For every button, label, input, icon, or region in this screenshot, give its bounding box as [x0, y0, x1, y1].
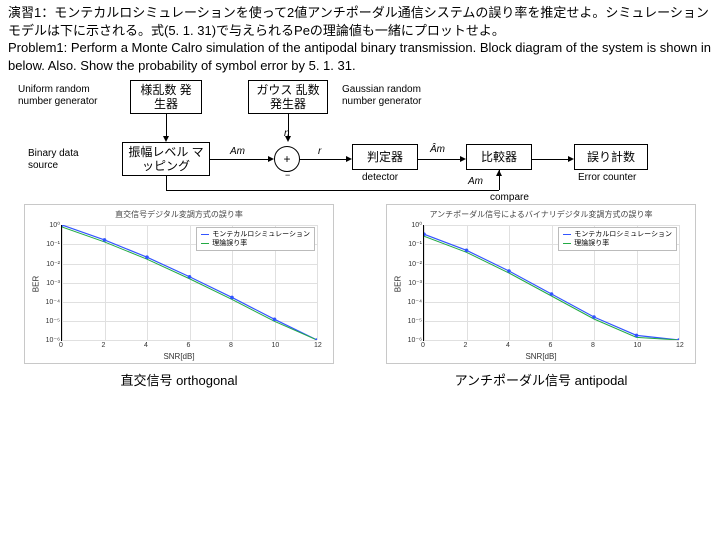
signal-ahat: Âm	[430, 144, 445, 156]
compare-label: compare	[490, 192, 529, 204]
anti-ylabel: BER	[394, 276, 403, 292]
uniform-rng-label: Uniform random number generator	[18, 84, 118, 108]
orth-caption: 直交信号 orthogonal	[24, 370, 334, 389]
comparator-box: 比較器	[466, 144, 532, 170]
amp-map-box: 振幅レベル マッピング	[122, 142, 210, 176]
signal-am: Am	[230, 146, 245, 158]
detector-box: 判定器	[352, 144, 418, 170]
block-diagram: Uniform random number generator 様乱数 発生器 …	[0, 74, 720, 204]
anti-xlabel: SNR[dB]	[387, 352, 695, 361]
problem-text: 演習1：モンテカルロシミュレーションを使って2値アンチポーダル通信システムの誤り…	[0, 0, 720, 74]
problem-jp: 演習1：モンテカルロシミュレーションを使って2値アンチポーダル通信システムの誤り…	[8, 4, 712, 39]
error-counter-box: 誤り計数	[574, 144, 648, 170]
chart-antipodal: アンチポーダル信号によるバイナリデジタル変調方式の誤り率 BER SNR[dB]…	[386, 204, 696, 389]
gauss-rng-label: Gaussian random number generator	[342, 84, 442, 108]
minus-sign: −	[285, 170, 290, 180]
anti-title: アンチポーダル信号によるバイナリデジタル変調方式の誤り率	[387, 209, 695, 220]
orth-xlabel: SNR[dB]	[25, 352, 333, 361]
charts-row: 直交信号デジタル変調方式の誤り率 BER SNR[dB] 10⁻⁶10⁻⁵10⁻…	[0, 204, 720, 389]
orth-legend: モンテカルロシミュレーション 理論誤り率	[196, 227, 315, 251]
orth-ylabel: BER	[32, 276, 41, 292]
detector-label: detector	[362, 172, 398, 184]
gauss-rng-box: ガウス 乱数発生器	[248, 80, 328, 114]
signal-r: r	[318, 146, 321, 158]
orth-title: 直交信号デジタル変調方式の誤り率	[25, 209, 333, 220]
chart-orthogonal: 直交信号デジタル変調方式の誤り率 BER SNR[dB] 10⁻⁶10⁻⁵10⁻…	[24, 204, 334, 389]
binary-src-label: Binary data source	[28, 148, 108, 172]
problem-en: Problem1: Perform a Monte Calro simulati…	[8, 39, 712, 74]
signal-n: n	[284, 128, 290, 140]
summer-node: +	[274, 146, 300, 172]
anti-caption: アンチポーダル信号 antipodal	[386, 370, 696, 389]
error-counter-label: Error counter	[578, 172, 636, 184]
uniform-rng-box: 様乱数 発生器	[130, 80, 202, 114]
signal-am2: Am	[468, 176, 483, 188]
anti-legend: モンテカルロシミュレーション 理論誤り率	[558, 227, 677, 251]
